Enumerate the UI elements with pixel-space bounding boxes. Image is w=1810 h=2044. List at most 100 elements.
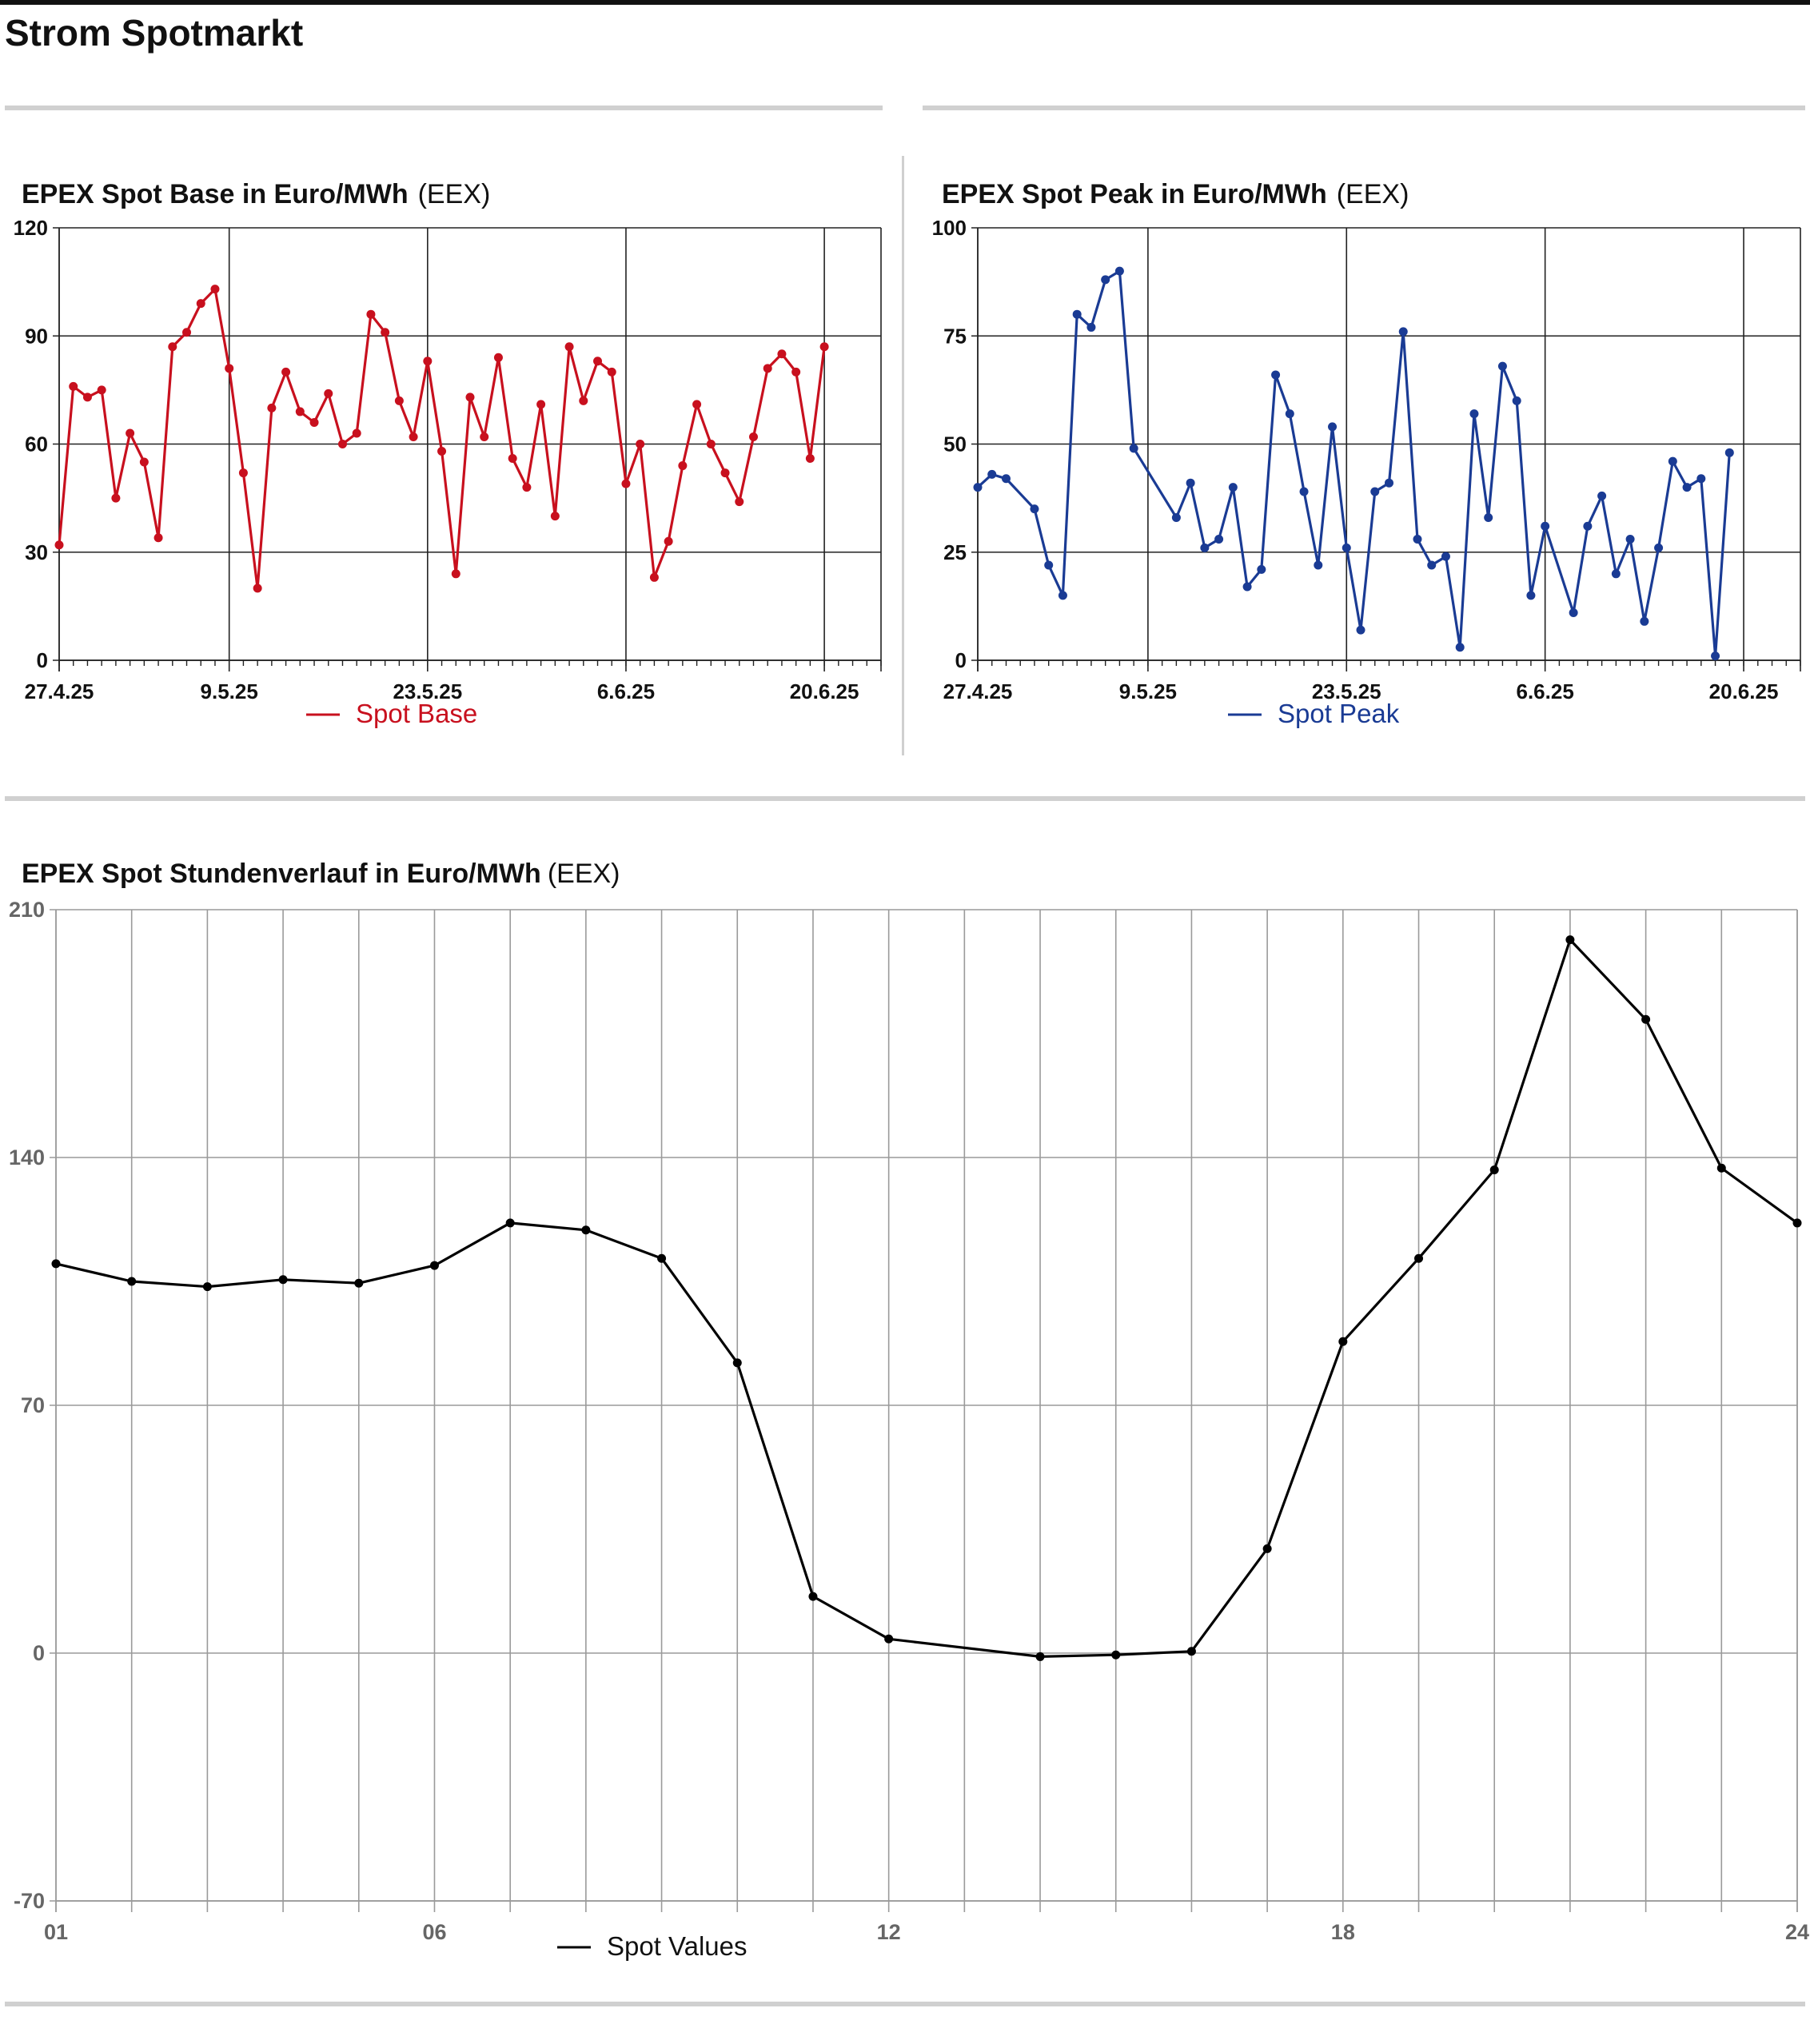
base-data-point (536, 400, 546, 409)
peak-data-point (1597, 491, 1607, 500)
hourly-data-point (1489, 1165, 1499, 1174)
peak-data-point (1114, 266, 1124, 276)
hourly-data-point (1716, 1163, 1726, 1173)
base-data-point (720, 468, 730, 478)
base-data-point (508, 454, 517, 464)
base-data-point (550, 512, 560, 521)
peak-data-point (1342, 543, 1351, 552)
peak-chart-title: EPEX Spot Peak in Euro/MWh (EEX) (942, 179, 1409, 210)
hourly-data-point (1338, 1337, 1348, 1346)
divider (923, 106, 1805, 110)
base-data-point (309, 417, 319, 427)
divider (5, 2002, 1805, 2006)
base-data-point (748, 432, 758, 441)
peak-data-point (1257, 564, 1266, 574)
hourly-data-point (1641, 1014, 1651, 1024)
base-series-line (58, 288, 826, 590)
hourly-series-line (55, 938, 1798, 1658)
hourly-x-tick-label: 12 (877, 1920, 901, 1944)
base-data-point (522, 483, 532, 492)
hourly-data-point (732, 1358, 742, 1368)
base-data-point (324, 388, 333, 398)
base-data-point (82, 392, 92, 402)
base-x-tick-label: 27.4.25 (25, 679, 94, 703)
base-chart: 0 30 60 90 120 27.4.25 9.5.25 23.5.25 6.6.25 20.6… (14, 216, 882, 728)
base-data-point (225, 364, 234, 373)
peak-y-tick-label: 0 (955, 648, 967, 672)
base-y-tick-label: 0 (37, 648, 48, 672)
peak-y-tick-label: 25 (943, 540, 967, 564)
hourly-chart: -70 0 70 140 210 01 06 12 18 24 Spot Values (9, 898, 1809, 1961)
peak-data-point (1385, 478, 1393, 488)
divider (5, 106, 883, 110)
peak-y-tick-label: 50 (943, 432, 967, 456)
peak-data-point (1455, 643, 1465, 652)
peak-data-point (1285, 409, 1294, 419)
base-x-tick-label: 23.5.25 (393, 679, 462, 703)
peak-legend: Spot Peak (1228, 699, 1400, 728)
base-data-point (139, 457, 149, 467)
hourly-data-point (1565, 935, 1575, 945)
base-y-tick-label: 90 (25, 324, 48, 348)
peak-data-point (1101, 275, 1110, 285)
hourly-y-tick-label: 0 (33, 1641, 45, 1665)
peak-data-point (1611, 569, 1621, 579)
hourly-y-tick-label: 210 (9, 898, 45, 922)
base-data-point (153, 533, 163, 543)
peak-data-point (1484, 512, 1493, 522)
base-data-point (649, 572, 659, 582)
base-data-point (763, 364, 772, 373)
hourly-legend-label: Spot Values (607, 1931, 748, 1961)
peak-data-point (1242, 582, 1252, 592)
peak-chart: 0 25 50 75 100 27.4.25 9.5.25 23.5.25 6.6.25 20.6… (932, 216, 1801, 728)
base-data-point (735, 497, 744, 507)
peak-data-point (1086, 322, 1096, 332)
peak-data-point (1228, 483, 1238, 492)
hourly-data-point (51, 1259, 61, 1269)
peak-data-point (1001, 474, 1011, 484)
base-x-tick-label: 20.6.25 (790, 679, 859, 703)
peak-data-point (1314, 560, 1323, 570)
peak-x-tick-label: 6.6.25 (1517, 679, 1574, 703)
base-data-point (238, 468, 248, 478)
base-chart-title-text: EPEX Spot Base in Euro/MWh (22, 179, 409, 209)
base-data-point (394, 396, 404, 405)
base-legend-label: Spot Base (356, 699, 477, 728)
peak-data-point (1512, 396, 1521, 405)
peak-y-tick-label: 75 (943, 324, 967, 348)
hourly-chart-title-text: EPEX Spot Stundenverlauf in Euro/MWh (22, 859, 541, 889)
base-legend: Spot Base (306, 699, 477, 728)
base-data-point (409, 432, 418, 441)
base-data-point (564, 342, 574, 352)
hourly-data-point (278, 1275, 288, 1285)
base-data-point (381, 328, 390, 337)
peak-x-tick-label: 20.6.25 (1709, 679, 1779, 703)
peak-data-point (1356, 625, 1365, 635)
base-chart-title: EPEX Spot Base in Euro/MWh (EEX) (22, 179, 490, 210)
base-data-point (168, 342, 177, 352)
base-data-point (621, 479, 631, 488)
hourly-data-point (657, 1253, 667, 1263)
base-data-point (480, 432, 489, 441)
peak-data-point (987, 469, 997, 479)
hourly-x-tick-label: 01 (44, 1920, 68, 1944)
peak-data-point (1271, 370, 1281, 380)
hourly-chart-title: EPEX Spot Stundenverlauf in Euro/MWh (EEX… (22, 859, 620, 890)
base-data-point (636, 440, 645, 448)
peak-data-point (1526, 591, 1536, 600)
peak-data-point (973, 483, 983, 492)
hourly-legend: Spot Values (557, 1931, 748, 1961)
base-data-point (678, 461, 688, 471)
base-x-tick-label: 6.6.25 (597, 679, 655, 703)
peak-data-point (1299, 487, 1309, 496)
hourly-data-point (127, 1277, 137, 1286)
peak-data-point (1654, 543, 1664, 552)
peak-data-point (1072, 309, 1082, 319)
base-data-point (111, 493, 121, 503)
peak-data-point (1129, 444, 1138, 453)
peak-data-point (1711, 651, 1720, 661)
peak-x-tick-label: 9.5.25 (1119, 679, 1177, 703)
hourly-x-tick-label: 18 (1331, 1920, 1355, 1944)
base-data-point (295, 407, 305, 416)
base-data-point (352, 428, 361, 438)
